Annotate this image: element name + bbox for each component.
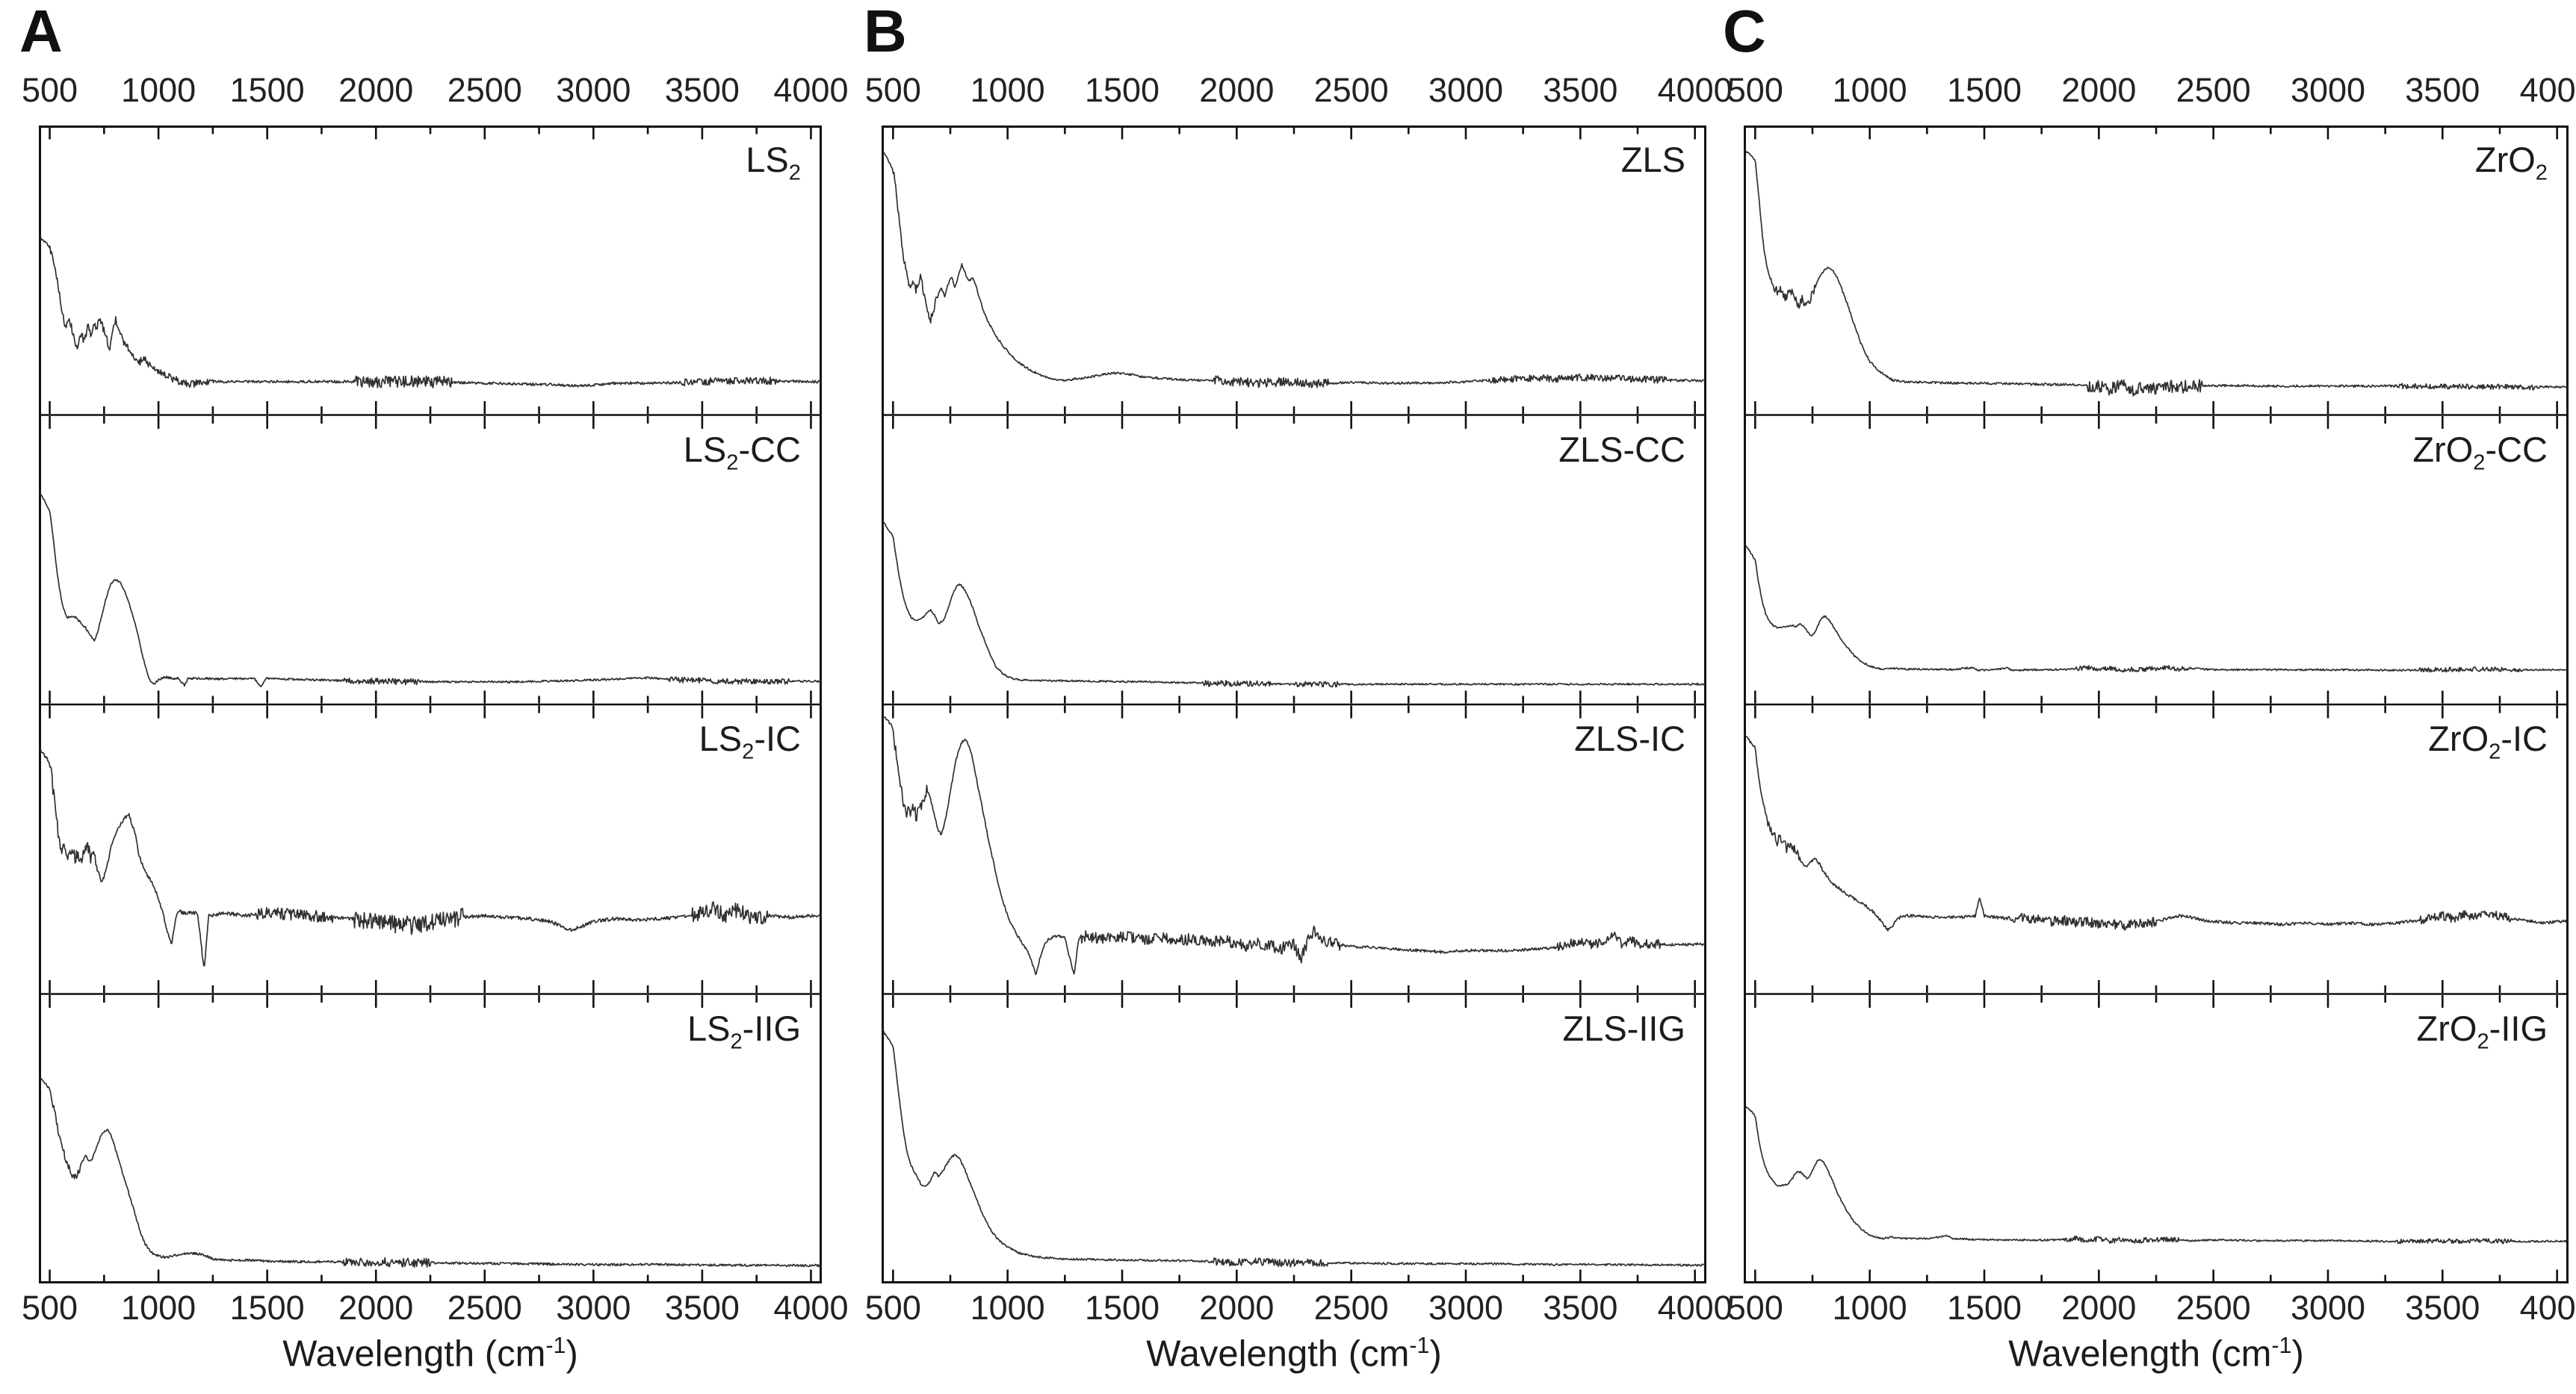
spectrum-curve	[1744, 147, 2569, 397]
top-x-tick-label: 1000	[121, 71, 196, 109]
panel-C: C 500 500 1000 1000 1500 1500 2000 2000 2500 2500 3…	[1723, 0, 2576, 1394]
top-x-tick-label: 3500	[2405, 71, 2480, 109]
top-x-tick-label: 3000	[1428, 71, 1504, 109]
bottom-x-tick-label: 2500	[1313, 1289, 1389, 1327]
top-x-tick-label: 3000	[556, 71, 631, 109]
panel-letter: A	[19, 0, 63, 64]
bottom-x-tick-label: 500	[1727, 1289, 1783, 1327]
panel-letter: C	[1723, 0, 1766, 64]
bottom-x-tick-label: 2000	[2061, 1289, 2137, 1327]
top-x-tick-label: 2000	[338, 71, 414, 109]
spectrum-label: ZLS	[1620, 140, 1685, 179]
bottom-x-tick-label: 3500	[1543, 1289, 1618, 1327]
bottom-x-tick-label: 3500	[664, 1289, 740, 1327]
spectrum-label: LS2-IC	[699, 719, 801, 764]
spectrum-label: ZLS-CC	[1558, 429, 1685, 469]
top-x-tick-label: 2500	[1313, 71, 1389, 109]
top-x-tick-label: 4000	[773, 71, 849, 109]
spectrum-label: LS2-CC	[683, 429, 801, 474]
top-x-tick-label: 2500	[2176, 71, 2251, 109]
panel-letter: B	[864, 0, 907, 64]
x-axis-title: Wavelength (cm-1)	[282, 1333, 578, 1375]
spectrum-curve	[39, 489, 822, 687]
spectrum-label: LS2	[746, 140, 801, 185]
bottom-x-tick-label: 500	[22, 1289, 78, 1327]
bottom-x-tick-label: 4000	[773, 1289, 849, 1327]
top-x-tick-label: 1000	[1832, 71, 1907, 109]
spectrum-curve	[882, 148, 1706, 388]
spectrum-label: LS2-IIG	[687, 1008, 801, 1053]
spectra-plot-B	[882, 126, 1706, 1283]
top-x-tick-label: 4000	[1657, 71, 1733, 109]
bottom-x-tick-label: 3000	[556, 1289, 631, 1327]
bottom-x-tick-label: 1000	[121, 1289, 196, 1327]
top-x-tick-label: 1500	[229, 71, 305, 109]
top-x-tick-label: 3000	[2290, 71, 2366, 109]
spectrum-curve	[39, 233, 822, 388]
spectrum-label: ZrO2-IIG	[2416, 1008, 2548, 1053]
bottom-x-tick-label: 2000	[1199, 1289, 1275, 1327]
spectrum-curve	[882, 518, 1706, 688]
spectrum-curve	[1744, 731, 2569, 932]
bottom-x-tick-label: 1000	[970, 1289, 1045, 1327]
bottom-x-tick-label: 3500	[2405, 1289, 2480, 1327]
top-x-tick-label: 2000	[1199, 71, 1275, 109]
spectrum-label: ZLS-IC	[1574, 719, 1685, 758]
spectrum-label: ZrO2-CC	[2412, 429, 2548, 474]
bottom-x-tick-label: 1500	[1084, 1289, 1160, 1327]
x-axis-title: Wavelength (cm-1)	[2008, 1333, 2304, 1375]
x-axis-title: Wavelength (cm-1)	[1146, 1333, 1442, 1375]
bottom-x-tick-label: 4000	[1657, 1289, 1733, 1327]
spectrum-curve	[39, 747, 822, 967]
top-x-tick-label: 1000	[970, 71, 1045, 109]
bottom-x-tick-label: 1500	[1946, 1289, 2022, 1327]
bottom-x-tick-label: 2000	[338, 1289, 414, 1327]
top-x-tick-label: 1500	[1946, 71, 2022, 109]
spectrum-curve	[882, 1027, 1706, 1268]
bottom-x-tick-label: 3000	[1428, 1289, 1504, 1327]
top-x-tick-label: 1500	[1084, 71, 1160, 109]
top-x-tick-label: 3500	[1543, 71, 1618, 109]
bottom-x-tick-label: 500	[864, 1289, 921, 1327]
bottom-x-tick-label: 1500	[229, 1289, 305, 1327]
top-x-tick-label: 2500	[447, 71, 522, 109]
bottom-x-tick-label: 2500	[447, 1289, 522, 1327]
spectrum-curve	[1744, 542, 2569, 673]
panel-A: A 500 500 1000 1000 1500 1500 2000 2000 2500 2500 3…	[19, 0, 848, 1394]
spectrum-label: ZrO2	[2474, 140, 2548, 185]
top-x-tick-label: 3500	[664, 71, 740, 109]
top-x-tick-label: 4000	[2519, 71, 2576, 109]
top-x-tick-label: 500	[1727, 71, 1783, 109]
spectrum-label: ZrO2-IC	[2428, 719, 2548, 764]
spectrum-curve	[1744, 1103, 2569, 1245]
panel-B: B 500 500 1000 1000 1500 1500 2000 2000 2500 2500 3…	[864, 0, 1733, 1394]
bottom-x-tick-label: 3000	[2290, 1289, 2366, 1327]
spectrum-label: ZLS-IIG	[1562, 1008, 1685, 1048]
top-x-tick-label: 500	[22, 71, 78, 109]
spectrum-curve	[39, 1074, 822, 1268]
bottom-x-tick-label: 1000	[1832, 1289, 1907, 1327]
spectra-plot-A	[39, 126, 822, 1283]
spectrum-curve	[882, 712, 1706, 976]
top-x-tick-label: 2000	[2061, 71, 2137, 109]
bottom-x-tick-label: 4000	[2519, 1289, 2576, 1327]
bottom-x-tick-label: 2500	[2176, 1289, 2251, 1327]
top-x-tick-label: 500	[864, 71, 921, 109]
spectra-plot-C	[1744, 126, 2569, 1283]
